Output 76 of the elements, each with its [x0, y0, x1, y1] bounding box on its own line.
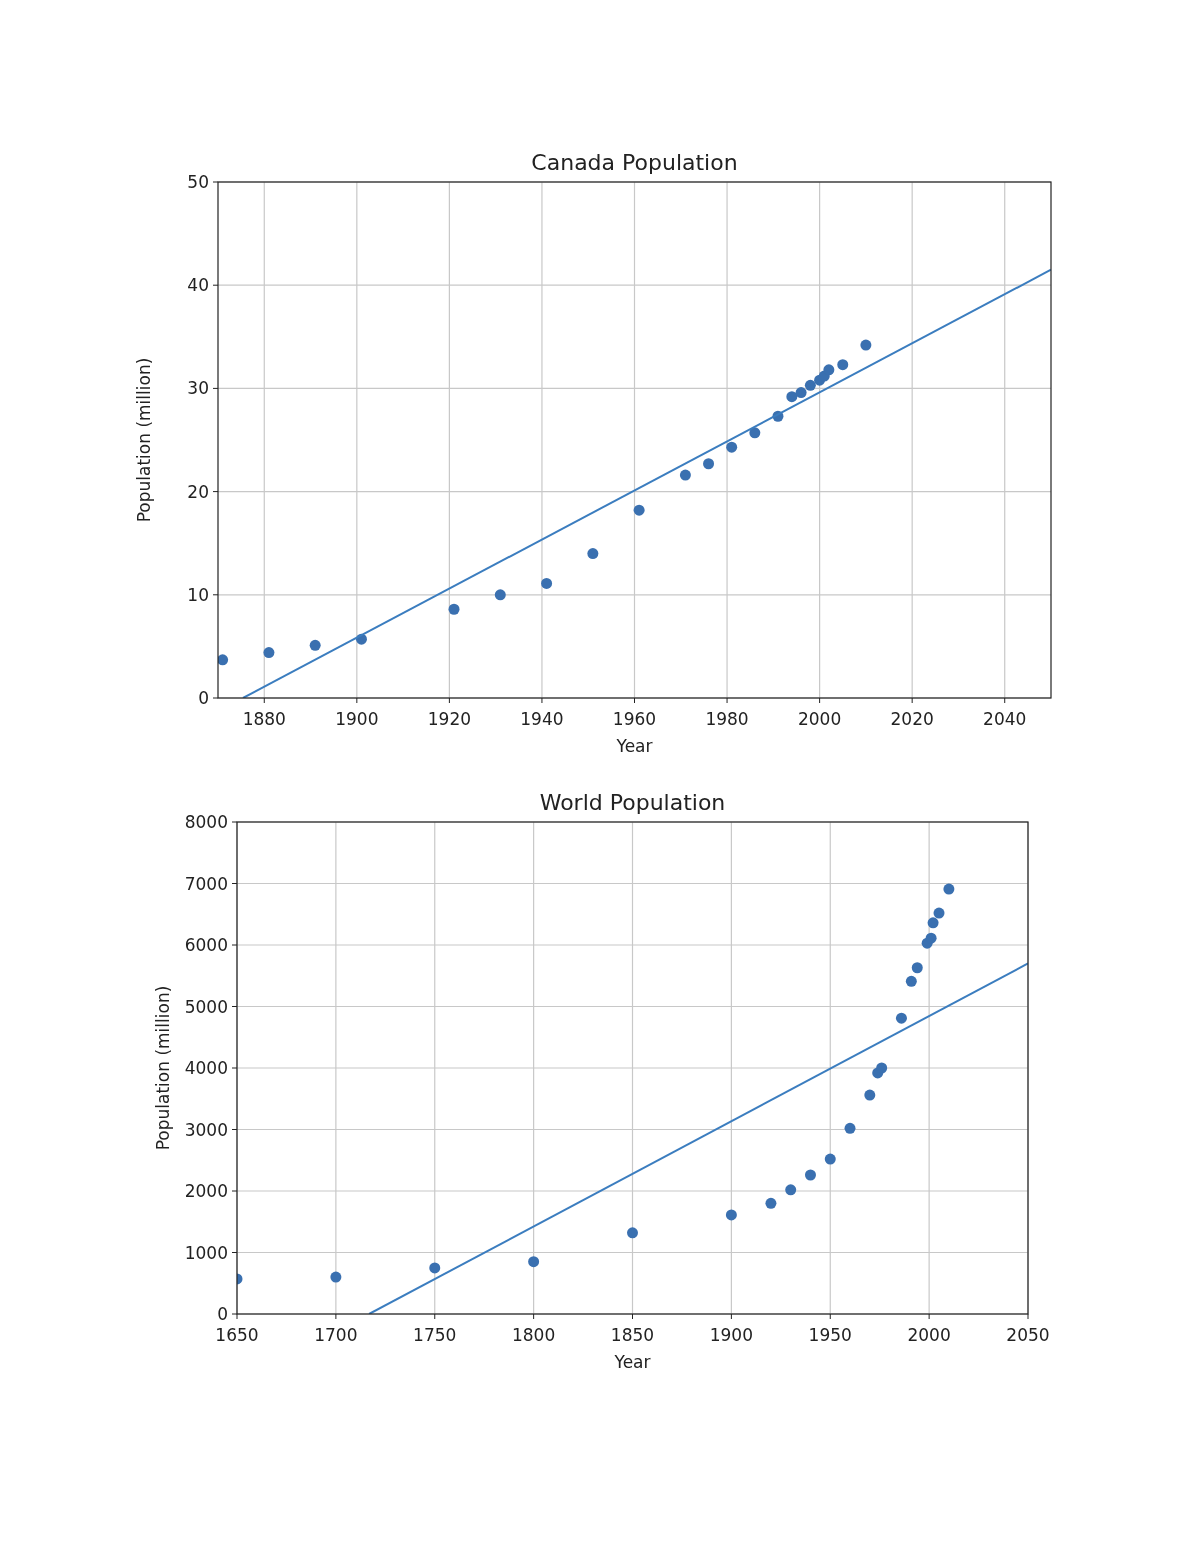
point [330, 1271, 342, 1283]
x-tick-label: 1980 [705, 709, 749, 729]
chart-title: World Population [539, 790, 726, 815]
point [429, 1262, 441, 1274]
x-tick-label: 1800 [511, 1325, 556, 1345]
y-tick-label: 50 [187, 172, 209, 192]
x-tick-label: 2000 [797, 709, 842, 729]
point [804, 379, 816, 391]
point [679, 469, 691, 481]
y-tick-label: 20 [187, 481, 209, 502]
point [824, 1153, 836, 1165]
point [263, 647, 275, 659]
point [933, 907, 945, 919]
point [528, 1256, 540, 1268]
point [895, 1012, 907, 1024]
point [943, 883, 955, 895]
point [633, 504, 645, 516]
chart-title: Canada Population [531, 150, 738, 175]
y-axis-title: Population (million) [153, 985, 173, 1151]
x-tick-label: 1940 [520, 709, 564, 729]
point [765, 1197, 777, 1209]
x-tick-label: 1850 [610, 1325, 655, 1345]
y-tick-label: 7000 [184, 873, 228, 894]
point [785, 1184, 797, 1196]
point [905, 975, 917, 987]
y-tick-label: 0 [198, 688, 209, 708]
point [860, 339, 872, 351]
y-tick-label: 8000 [184, 812, 228, 832]
point [844, 1122, 856, 1134]
point [925, 932, 937, 944]
x-tick-label: 1700 [314, 1325, 358, 1345]
y-tick-label: 5000 [184, 996, 228, 1017]
point [927, 917, 939, 929]
x-tick-label: 1750 [413, 1325, 457, 1345]
x-tick-label: 1920 [427, 709, 472, 729]
x-tick-label: 1880 [242, 709, 286, 729]
point [876, 1062, 888, 1074]
x-axis-title: Year [615, 736, 653, 756]
y-axis-title: Population (million) [134, 357, 154, 523]
point [218, 654, 229, 666]
x-tick-label: 1900 [335, 709, 379, 729]
point [725, 1209, 737, 1221]
x-tick-label: 1650 [215, 1325, 259, 1345]
y-tick-label: 1000 [184, 1242, 228, 1263]
x-tick-label: 2050 [1006, 1325, 1050, 1345]
point [864, 1089, 876, 1101]
x-tick-label: 2040 [983, 709, 1027, 729]
y-tick-label: 30 [187, 378, 209, 399]
x-tick-label: 1960 [612, 709, 657, 729]
y-tick-label: 4000 [184, 1058, 228, 1078]
y-tick-label: 6000 [184, 935, 228, 955]
point [541, 577, 553, 589]
point [804, 1169, 816, 1181]
point [786, 391, 798, 403]
point [627, 1227, 638, 1239]
point [309, 639, 321, 651]
point [726, 441, 738, 453]
point [837, 359, 849, 371]
y-tick-label: 0 [217, 1304, 228, 1324]
point [494, 589, 506, 601]
point [911, 962, 923, 974]
y-tick-label: 3000 [184, 1119, 228, 1140]
x-tick-label: 2020 [890, 709, 934, 729]
x-tick-label: 1900 [709, 1325, 754, 1345]
x-tick-label: 1950 [808, 1325, 852, 1345]
point [749, 427, 761, 439]
x-axis-title: Year [613, 1352, 651, 1372]
x-tick-label: 2000 [907, 1325, 951, 1345]
point [587, 548, 599, 560]
point [448, 603, 460, 615]
point [703, 458, 715, 470]
point [795, 387, 807, 399]
y-tick-label: 10 [187, 584, 209, 605]
point [823, 364, 835, 376]
y-tick-label: 2000 [184, 1181, 228, 1201]
y-tick-label: 40 [187, 275, 209, 296]
